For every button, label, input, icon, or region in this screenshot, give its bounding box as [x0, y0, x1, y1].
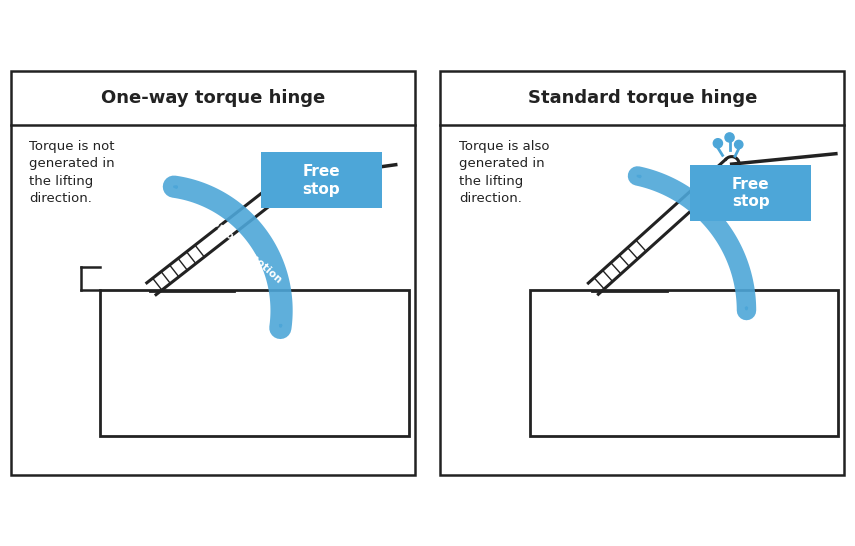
Bar	[529, 290, 838, 436]
Text: Torque is also
generated in
the lifting
direction.: Torque is also generated in the lifting …	[459, 140, 549, 205]
Circle shape	[734, 140, 743, 149]
FancyArrowPatch shape	[280, 325, 281, 327]
FancyBboxPatch shape	[261, 152, 381, 209]
Circle shape	[713, 139, 722, 148]
Text: Standard torque hinge: Standard torque hinge	[528, 89, 757, 107]
Text: Free
stop: Free stop	[303, 164, 340, 197]
Text: Free
stop: Free stop	[732, 177, 770, 209]
Bar	[100, 290, 409, 436]
Circle shape	[725, 133, 734, 142]
FancyBboxPatch shape	[690, 164, 811, 221]
FancyArrowPatch shape	[638, 176, 640, 177]
Text: Smooth motion: Smooth motion	[209, 217, 283, 284]
Text: Torque is not
generated in
the lifting
direction.: Torque is not generated in the lifting d…	[29, 140, 115, 205]
Text: One-way torque hinge: One-way torque hinge	[101, 89, 325, 107]
